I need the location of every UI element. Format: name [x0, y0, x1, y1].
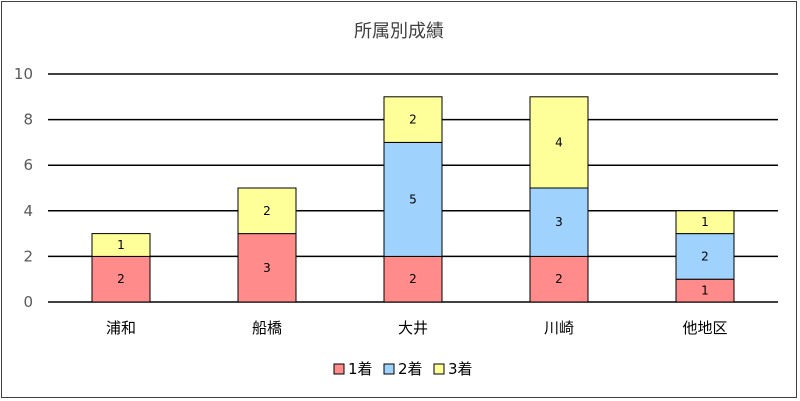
y-axis-ticks: 0 2 4 6 8 10	[14, 65, 33, 311]
data-label: 4	[555, 135, 563, 149]
data-label: 2	[409, 272, 417, 286]
bar-segment	[675, 210, 735, 235]
legend-swatch	[433, 363, 445, 375]
legend: 1着 2着 3着	[333, 360, 473, 378]
legend-label: 2着	[398, 360, 423, 378]
x-category-label: 船橋	[252, 319, 282, 337]
x-category-label: 浦和	[106, 319, 136, 337]
chart-title: 所属別成績	[354, 21, 444, 42]
y-tick-label: 4	[23, 202, 33, 220]
x-category-label: 他地区	[682, 319, 727, 337]
bar-segment	[529, 255, 589, 303]
data-label: 1	[701, 215, 709, 229]
y-tick-label: 10	[14, 65, 33, 83]
data-label: 1	[701, 284, 709, 298]
y-tick-label: 6	[23, 156, 33, 174]
data-label: 2	[117, 272, 125, 286]
legend-label: 1着	[348, 360, 373, 378]
bar-segment	[237, 187, 297, 235]
bars: 2 1 3 2 2 5 2 2 3 4 1 2 1	[91, 96, 735, 303]
data-label: 2	[409, 113, 417, 127]
data-label: 3	[555, 215, 563, 229]
y-tick-label: 2	[23, 247, 33, 265]
bar-segment	[529, 187, 589, 257]
x-category-label: 川崎	[544, 319, 574, 337]
data-label: 1	[117, 238, 125, 252]
bar-segment	[675, 233, 735, 280]
data-label: 3	[263, 261, 271, 275]
bar-segment	[529, 96, 589, 189]
bar-segment	[237, 233, 297, 303]
legend-swatch	[383, 363, 395, 375]
x-category-label: 大井	[398, 319, 428, 337]
data-label: 2	[701, 249, 709, 263]
y-tick-label: 8	[23, 111, 33, 129]
bar-segment	[91, 233, 151, 257]
y-tick-label: 0	[23, 293, 33, 311]
data-label: 2	[263, 204, 271, 218]
data-label: 5	[409, 192, 417, 206]
bar-segment	[383, 141, 443, 257]
legend-swatch	[333, 363, 345, 375]
x-axis-labels: 浦和 船橋 大井 川崎 他地区	[106, 319, 728, 337]
data-label: 2	[555, 272, 563, 286]
bar-segment	[91, 255, 151, 303]
bar-segment	[383, 96, 443, 143]
legend-label: 3着	[448, 360, 473, 378]
